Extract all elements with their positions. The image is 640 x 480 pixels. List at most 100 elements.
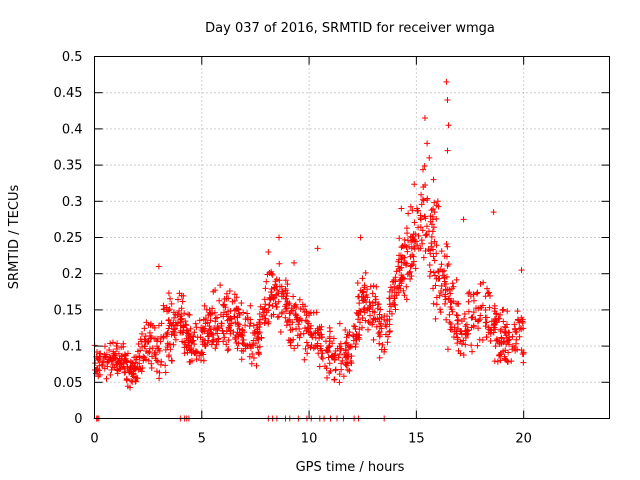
data-point xyxy=(398,244,405,251)
data-point xyxy=(214,330,221,337)
data-point xyxy=(444,147,451,154)
data-point xyxy=(386,295,393,302)
data-point xyxy=(160,334,167,341)
data-point xyxy=(504,338,511,345)
data-point xyxy=(163,333,170,340)
data-point xyxy=(354,279,361,286)
data-point xyxy=(186,337,193,344)
data-point xyxy=(403,283,410,290)
data-point xyxy=(175,296,182,303)
data-point xyxy=(359,289,366,296)
data-point xyxy=(430,205,437,212)
chart-title: Day 037 of 2016, SRMTID for receiver wmg… xyxy=(205,21,495,36)
data-point xyxy=(170,341,177,348)
data-point xyxy=(395,256,402,263)
data-point xyxy=(294,342,301,349)
data-point xyxy=(462,341,469,348)
data-point xyxy=(180,329,187,336)
data-point xyxy=(269,303,276,310)
data-point xyxy=(372,293,379,300)
data-point xyxy=(318,347,325,354)
data-point xyxy=(460,337,467,344)
data-point xyxy=(518,347,525,354)
data-point xyxy=(494,358,501,365)
data-point xyxy=(212,287,219,294)
data-point xyxy=(187,325,194,332)
data-point xyxy=(297,331,304,338)
data-point xyxy=(155,345,162,352)
data-point xyxy=(261,296,268,303)
data-point xyxy=(282,285,289,292)
data-point xyxy=(122,353,129,360)
y-tick-label: 0.05 xyxy=(54,376,83,391)
data-point xyxy=(442,296,449,303)
data-point xyxy=(463,321,470,328)
data-point xyxy=(441,300,448,307)
data-point xyxy=(513,336,520,343)
data-point xyxy=(287,339,294,346)
data-point xyxy=(135,340,142,347)
data-point xyxy=(415,232,422,239)
data-point xyxy=(357,234,364,241)
data-point xyxy=(444,96,451,103)
data-point xyxy=(113,345,120,352)
data-point xyxy=(427,213,434,220)
data-point xyxy=(376,354,383,361)
data-point xyxy=(113,342,120,349)
data-point xyxy=(171,314,178,321)
data-point xyxy=(403,262,410,269)
data-point xyxy=(512,325,519,332)
data-point xyxy=(268,312,275,319)
data-point xyxy=(430,300,437,307)
data-point xyxy=(411,181,418,188)
data-point xyxy=(318,323,325,330)
data-point xyxy=(475,325,482,332)
y-tick-label: 0.4 xyxy=(62,122,83,137)
data-point xyxy=(290,293,297,300)
data-point xyxy=(142,343,149,350)
data-point xyxy=(101,365,108,372)
data-point xyxy=(437,306,444,313)
data-point xyxy=(225,295,232,302)
data-point xyxy=(247,302,254,309)
data-point xyxy=(497,311,504,318)
data-point xyxy=(231,313,238,320)
data-point xyxy=(301,356,308,363)
data-point xyxy=(324,374,331,381)
data-point xyxy=(370,336,377,343)
x-tick-labels: 0 5 10 15 20 xyxy=(90,432,532,447)
data-point xyxy=(396,235,403,242)
data-point xyxy=(181,350,188,357)
data-point xyxy=(445,122,452,129)
data-point xyxy=(367,283,374,290)
data-point xyxy=(240,309,247,316)
data-point xyxy=(165,307,172,314)
data-point xyxy=(359,314,366,321)
data-point xyxy=(247,345,254,352)
data-point xyxy=(458,318,465,325)
data-point xyxy=(287,310,294,317)
data-point xyxy=(153,357,160,364)
data-point xyxy=(177,316,184,323)
data-point xyxy=(386,316,393,323)
data-point xyxy=(246,323,253,330)
data-point xyxy=(148,360,155,367)
data-point xyxy=(397,276,404,283)
data-point xyxy=(430,253,437,260)
data-point xyxy=(348,360,355,367)
data-point xyxy=(329,352,336,359)
data-point xyxy=(447,290,454,297)
data-point xyxy=(395,284,402,291)
data-point xyxy=(386,301,393,308)
data-point xyxy=(356,319,363,326)
data-point xyxy=(421,213,428,220)
data-point xyxy=(168,300,175,307)
y-tick-labels: 0 0.05 0.1 0.15 0.2 0.25 0.3 0.35 0.4 0.45 0.5 xyxy=(54,50,83,427)
data-point xyxy=(497,357,504,364)
data-point xyxy=(263,278,270,285)
data-point xyxy=(490,321,497,328)
data-point xyxy=(193,356,200,363)
data-point xyxy=(168,331,175,338)
data-point xyxy=(439,272,446,279)
data-point xyxy=(119,364,126,371)
